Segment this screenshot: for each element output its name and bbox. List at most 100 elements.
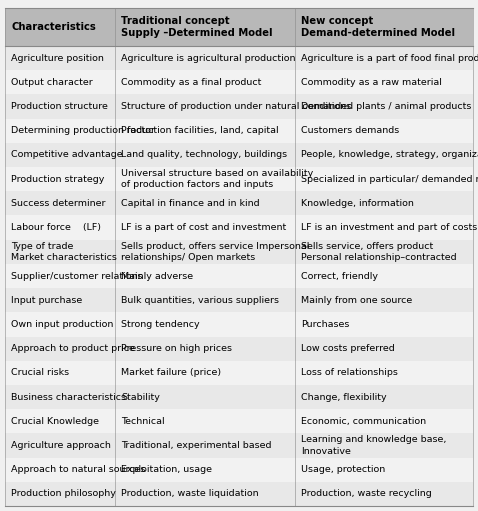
Text: Low costs preferred: Low costs preferred <box>301 344 395 353</box>
Text: Loss of relationships: Loss of relationships <box>301 368 398 377</box>
Text: Capital in finance and in kind: Capital in finance and in kind <box>121 199 260 208</box>
Text: Specialized in particular/ demanded raw materials: Specialized in particular/ demanded raw … <box>301 175 478 183</box>
Text: Strong tendency: Strong tendency <box>121 320 200 329</box>
Bar <box>295 95 473 119</box>
Text: Agriculture approach: Agriculture approach <box>11 441 111 450</box>
Text: Crucial Knowledge: Crucial Knowledge <box>11 417 99 426</box>
Bar <box>295 361 473 385</box>
Bar <box>115 216 295 240</box>
Bar <box>295 264 473 288</box>
Bar <box>295 385 473 409</box>
Text: Traditional, experimental based: Traditional, experimental based <box>121 441 272 450</box>
Bar <box>295 337 473 361</box>
Text: Crucial risks: Crucial risks <box>11 368 69 377</box>
Bar <box>115 312 295 337</box>
Text: Correct, friendly: Correct, friendly <box>301 271 378 281</box>
Bar <box>5 191 115 216</box>
Bar <box>115 119 295 143</box>
Bar <box>295 288 473 312</box>
Bar <box>115 143 295 167</box>
Bar <box>115 433 295 457</box>
Text: Mainly from one source: Mainly from one source <box>301 296 413 305</box>
Bar <box>5 385 115 409</box>
Bar <box>295 216 473 240</box>
Bar <box>295 457 473 482</box>
Bar <box>5 167 115 191</box>
Text: Pressure on high prices: Pressure on high prices <box>121 344 232 353</box>
Bar <box>115 46 295 70</box>
Text: Sells product, offers service Impersonal
relationships/ Open markets: Sells product, offers service Impersonal… <box>121 242 309 262</box>
Bar <box>295 8 473 46</box>
Bar <box>115 482 295 506</box>
Bar <box>115 409 295 433</box>
Text: Economic, communication: Economic, communication <box>301 417 426 426</box>
Bar <box>295 143 473 167</box>
Bar <box>115 288 295 312</box>
Bar <box>115 8 295 46</box>
Bar <box>295 70 473 95</box>
Text: Type of trade
Market characteristics: Type of trade Market characteristics <box>11 242 117 262</box>
Bar <box>5 46 115 70</box>
Bar <box>295 433 473 457</box>
Bar <box>5 337 115 361</box>
Text: Sells service, offers product
Personal relationship–contracted: Sells service, offers product Personal r… <box>301 242 457 262</box>
Text: Customers demands: Customers demands <box>301 126 400 135</box>
Text: Exploitation, usage: Exploitation, usage <box>121 465 212 474</box>
Bar <box>295 312 473 337</box>
Text: Approach to product price: Approach to product price <box>11 344 135 353</box>
Bar <box>115 167 295 191</box>
Text: Universal structure based on availability
of production factors and inputs: Universal structure based on availabilit… <box>121 169 313 189</box>
Bar <box>5 216 115 240</box>
Text: New concept
Demand-determined Model: New concept Demand-determined Model <box>301 16 455 38</box>
Text: Production, waste liquidation: Production, waste liquidation <box>121 490 259 498</box>
Bar <box>295 191 473 216</box>
Bar <box>5 409 115 433</box>
Bar <box>5 119 115 143</box>
Bar <box>115 457 295 482</box>
Bar <box>115 264 295 288</box>
Bar <box>5 288 115 312</box>
Bar <box>295 167 473 191</box>
Text: Production structure: Production structure <box>11 102 108 111</box>
Bar <box>5 433 115 457</box>
Bar <box>115 95 295 119</box>
Bar <box>295 46 473 70</box>
Text: Approach to natural sources: Approach to natural sources <box>11 465 145 474</box>
Text: Market failure (price): Market failure (price) <box>121 368 221 377</box>
Text: Success determiner: Success determiner <box>11 199 106 208</box>
Text: LF is an investment and part of costs: LF is an investment and part of costs <box>301 223 478 232</box>
Text: Competitive advantage: Competitive advantage <box>11 150 123 159</box>
Bar <box>115 361 295 385</box>
Bar <box>5 312 115 337</box>
Text: Purchases: Purchases <box>301 320 349 329</box>
Bar <box>5 457 115 482</box>
Text: Commodity as a final product: Commodity as a final product <box>121 78 261 87</box>
Text: Production philosophy: Production philosophy <box>11 490 116 498</box>
Bar <box>115 337 295 361</box>
Text: Mainly adverse: Mainly adverse <box>121 271 193 281</box>
Text: Technical: Technical <box>121 417 164 426</box>
Text: Change, flexibility: Change, flexibility <box>301 392 387 402</box>
Bar <box>115 385 295 409</box>
Bar <box>295 119 473 143</box>
Text: Production facilities, land, capital: Production facilities, land, capital <box>121 126 279 135</box>
Text: Demanded plants / animal products: Demanded plants / animal products <box>301 102 471 111</box>
Text: Agriculture is agricultural production: Agriculture is agricultural production <box>121 54 295 63</box>
Text: Stability: Stability <box>121 392 160 402</box>
Text: Business characteristics: Business characteristics <box>11 392 126 402</box>
Text: Own input production: Own input production <box>11 320 113 329</box>
Text: Commodity as a raw material: Commodity as a raw material <box>301 78 442 87</box>
Bar <box>295 482 473 506</box>
Text: Production, waste recycling: Production, waste recycling <box>301 490 432 498</box>
Text: Traditional concept
Supply –Determined Model: Traditional concept Supply –Determined M… <box>121 16 272 38</box>
Bar <box>115 70 295 95</box>
Bar <box>5 95 115 119</box>
Text: Bulk quantities, various suppliers: Bulk quantities, various suppliers <box>121 296 279 305</box>
Text: Learning and knowledge base,
Innovative: Learning and knowledge base, Innovative <box>301 435 446 455</box>
Text: Agriculture position: Agriculture position <box>11 54 104 63</box>
Text: Structure of production under natural conditions: Structure of production under natural co… <box>121 102 351 111</box>
Text: Input purchase: Input purchase <box>11 296 82 305</box>
Bar <box>5 240 115 264</box>
Text: Characteristics: Characteristics <box>11 22 96 32</box>
Text: Production strategy: Production strategy <box>11 175 104 183</box>
